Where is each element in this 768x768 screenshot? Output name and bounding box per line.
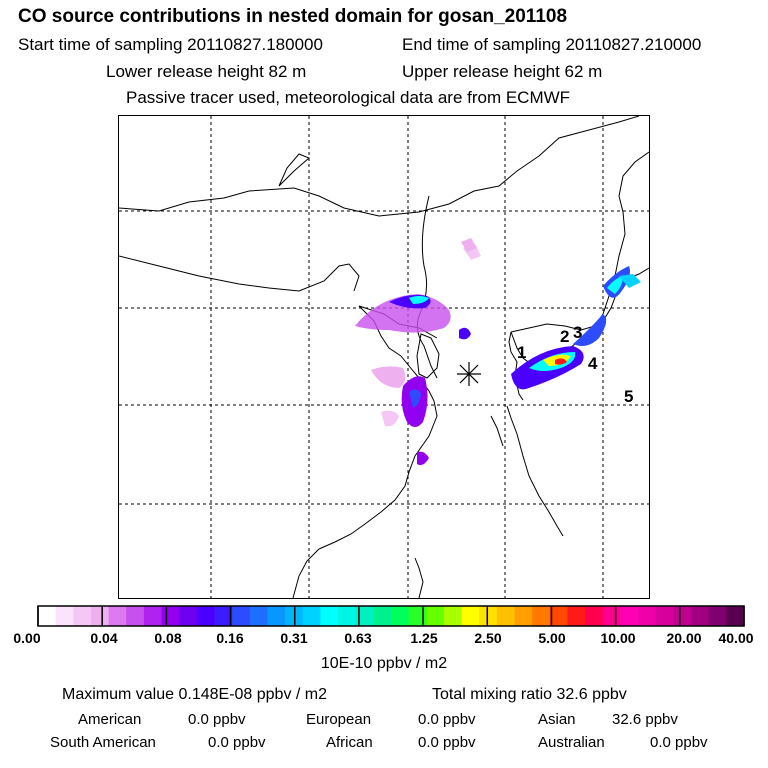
colorbar-swatch (620, 606, 639, 626)
colorbar-swatch (302, 606, 321, 626)
region-name: African (326, 734, 373, 751)
receptor-marker (457, 362, 481, 386)
colorbar-swatch (461, 606, 480, 626)
colorbar-swatch (232, 606, 251, 626)
colorbar-tick-label: 20.00 (666, 630, 702, 646)
start-time-label: Start time of sampling 20110827.180000 (18, 35, 323, 54)
colorbar-swatch (391, 606, 410, 626)
colorbar-swatch (108, 606, 127, 626)
colorbar-swatch (55, 606, 74, 626)
point-label-2: 2 (560, 327, 569, 346)
colorbar-swatch (443, 606, 463, 626)
colorbar-tick-label: 0.16 (216, 630, 244, 646)
colorbar-swatch (602, 606, 621, 626)
colorbar-unit: 10E-10 ppbv / m2 (320, 655, 448, 672)
point-label-4: 4 (588, 354, 598, 373)
region-name: American (78, 711, 142, 728)
colorbar-swatch (691, 606, 710, 626)
colorbar-swatch (267, 606, 286, 626)
region-name: South American (50, 734, 156, 751)
colorbar-swatch (726, 606, 745, 626)
colorbar-swatch (549, 606, 568, 626)
tracer-plume (355, 238, 641, 466)
colorbar-border (37, 605, 745, 627)
colorbar-swatch (673, 606, 692, 626)
colorbar-swatch (38, 606, 57, 626)
colorbar-tick-label: 0.04 (90, 630, 118, 646)
colorbar-tick-label: 2.50 (474, 630, 502, 646)
colorbar-swatch (143, 606, 163, 626)
colorbar-tick-label: 1.25 (410, 630, 438, 646)
colorbar-swatch (514, 606, 533, 626)
tracer-info-label: Passive tracer used, meteorological data… (126, 88, 571, 107)
colorbar-swatch (585, 606, 604, 626)
colorbar-swatch (426, 606, 445, 626)
colorbar-swatch (655, 606, 674, 626)
colorbar-tick-label: 10.00 (600, 630, 636, 646)
region-value: 0.0 ppbv (650, 734, 708, 751)
colorbar-tick-label: 0.63 (344, 630, 372, 646)
region-name: Asian (538, 711, 576, 728)
colorbar-tick-label: 40.00 (718, 630, 754, 646)
point-label-3: 3 (573, 323, 582, 342)
colorbar-swatch (320, 606, 339, 626)
map-panel: 1 2 3 4 5 (118, 115, 650, 599)
colorbar-swatch (214, 606, 233, 626)
colorbar-swatch (532, 606, 551, 626)
colorbar-swatch (373, 606, 392, 626)
upper-release-label: Upper release height 62 m (402, 62, 603, 81)
maximum-value-label: Maximum value 0.148E-08 ppbv / m2 (62, 686, 328, 703)
colorbar-swatch (126, 606, 145, 626)
region-value: 0.0 ppbv (418, 711, 476, 728)
point-label-1: 1 (517, 343, 526, 362)
colorbar-swatch (90, 606, 110, 626)
colorbar-swatch (73, 606, 92, 626)
colorbar-swatch (179, 606, 198, 626)
region-name: European (306, 711, 372, 728)
lower-release-label: Lower release height 82 m (106, 62, 307, 81)
colorbar-tick-label: 0.08 (154, 630, 182, 646)
colorbar-swatch (249, 606, 268, 626)
region-value: 0.0 ppbv (188, 711, 246, 728)
colorbar-swatch (408, 606, 427, 626)
colorbar-swatch (479, 606, 498, 626)
colorbar-swatch (638, 606, 657, 626)
region-name: Australian (538, 734, 605, 751)
colorbar-swatch (708, 606, 727, 626)
colorbar-tick-label: 5.00 (538, 630, 566, 646)
colorbar-swatch (567, 606, 586, 626)
colorbar-swatch (355, 606, 374, 626)
total-mixing-ratio-label: Total mixing ratio 32.6 ppbv (432, 686, 627, 703)
colorbar-swatch (161, 606, 180, 626)
end-time-label: End time of sampling 20110827.210000 (402, 35, 702, 54)
colorbar-swatch (338, 606, 357, 626)
region-value: 0.0 ppbv (208, 734, 266, 751)
chart-title: CO source contributions in nested domain… (18, 6, 568, 27)
colorbar-swatch (496, 606, 516, 626)
point-label-5: 5 (624, 387, 633, 406)
colorbar (37, 605, 745, 632)
region-value: 0.0 ppbv (418, 734, 476, 751)
colorbar-tick-label: 0.00 (13, 630, 41, 646)
colorbar-tick-label: 0.31 (280, 630, 308, 646)
colorbar-swatch (196, 606, 215, 626)
region-value: 32.6 ppbv (612, 711, 678, 728)
